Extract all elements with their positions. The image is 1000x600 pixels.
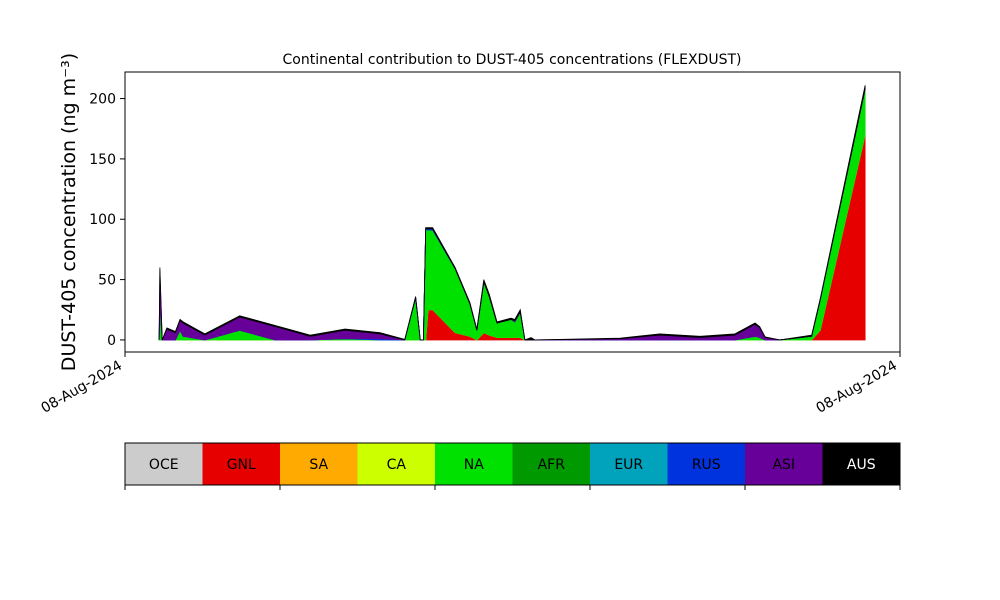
legend-label: GNL <box>227 457 256 473</box>
y-tick-label: 100 <box>89 212 116 228</box>
legend-label: ASI <box>772 457 795 473</box>
legend-swatch <box>357 443 435 485</box>
legend-swatch <box>125 443 203 485</box>
legend-swatch <box>822 443 900 485</box>
legend-label: AFR <box>538 457 566 473</box>
area <box>158 85 866 341</box>
legend-label: EUR <box>614 457 643 473</box>
y-axis-label: DUST-405 concentration (ng m⁻³) <box>58 53 80 371</box>
legend-swatch <box>202 443 280 485</box>
area <box>158 88 866 341</box>
legend-label: NA <box>464 457 484 473</box>
legend-swatch <box>590 443 668 485</box>
y-tick-label: 200 <box>89 92 116 108</box>
legend-swatch <box>512 443 590 485</box>
legend-swatch <box>280 443 358 485</box>
legend-label: SA <box>309 457 328 473</box>
legend-swatch <box>435 443 513 485</box>
chart-title: Continental contribution to DUST-405 con… <box>283 52 742 68</box>
area <box>159 134 866 341</box>
y-tick-label: 50 <box>98 273 116 289</box>
area <box>158 88 866 341</box>
y-tick-label: 0 <box>107 333 116 349</box>
legend-swatch <box>667 443 745 485</box>
legend-label: OCE <box>149 457 179 473</box>
legend-frame <box>124 442 901 486</box>
area <box>159 134 866 341</box>
y-tick-label: 150 <box>89 152 116 168</box>
legend-label: RUS <box>692 457 721 473</box>
x-tick-label: 08-Aug-2024 <box>39 358 126 417</box>
area <box>159 134 866 341</box>
area <box>158 88 866 341</box>
area <box>158 88 866 341</box>
legend-label: AUS <box>847 457 876 473</box>
plot-frame <box>124 71 901 353</box>
legend-label: CA <box>387 457 407 473</box>
legend-swatch <box>745 443 823 485</box>
area <box>158 88 866 341</box>
x-tick-label: 08-Aug-2024 <box>814 358 901 417</box>
